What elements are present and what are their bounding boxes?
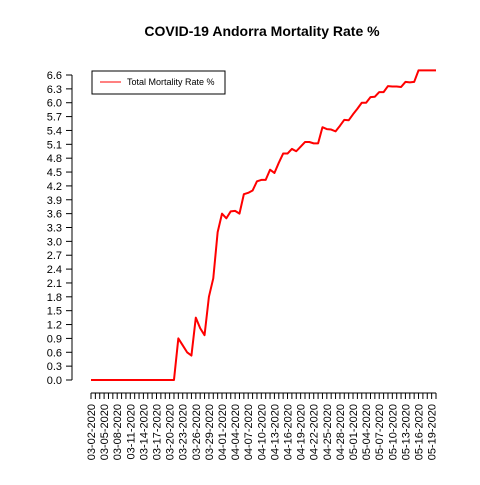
x-tick-label: 03-26-2020 bbox=[191, 404, 203, 460]
x-tick-label: 03-17-2020 bbox=[152, 404, 164, 460]
x-tick-label: 03-08-2020 bbox=[112, 404, 124, 460]
y-tick-label: 5.4 bbox=[47, 125, 62, 137]
x-tick-label: 05-19-2020 bbox=[427, 404, 439, 460]
x-tick-label: 03-20-2020 bbox=[165, 404, 177, 460]
series-line-total-mortality-rate bbox=[91, 69, 436, 381]
y-tick-label: 4.2 bbox=[47, 181, 62, 193]
x-tick-label: 04-19-2020 bbox=[296, 404, 308, 460]
chart-title: COVID-19 Andorra Mortality Rate % bbox=[144, 23, 380, 39]
x-tick-label: 04-28-2020 bbox=[335, 404, 347, 460]
x-tick-label: 05-16-2020 bbox=[414, 404, 426, 460]
x-tick-label: 03-29-2020 bbox=[204, 404, 216, 460]
x-tick-label: 03-02-2020 bbox=[86, 404, 98, 460]
y-tick-label: 1.5 bbox=[47, 306, 62, 318]
y-tick-label: 6.6 bbox=[47, 70, 62, 82]
y-tick-label: 3.3 bbox=[47, 223, 62, 235]
y-tick-label: 2.1 bbox=[47, 278, 62, 290]
legend-label-total-mortality-rate: Total Mortality Rate % bbox=[127, 77, 215, 87]
x-tick-label: 05-10-2020 bbox=[387, 404, 399, 460]
x-tick-label: 04-07-2020 bbox=[243, 404, 255, 460]
x-tick-label: 04-13-2020 bbox=[269, 404, 281, 460]
y-tick-label: 0.6 bbox=[47, 347, 62, 359]
x-tick-label: 03-11-2020 bbox=[125, 404, 137, 459]
legend: Total Mortality Rate % bbox=[91, 70, 226, 95]
y-tick-label: 5.7 bbox=[47, 112, 62, 124]
y-tick-label: 3.6 bbox=[47, 209, 62, 221]
y-tick-label: 5.1 bbox=[47, 139, 62, 151]
x-tick-label: 04-10-2020 bbox=[256, 404, 268, 460]
y-tick-label: 2.7 bbox=[47, 250, 62, 262]
y-tick-label: 6.0 bbox=[47, 98, 62, 110]
x-tick-label: 04-04-2020 bbox=[230, 404, 242, 460]
x-tick-label: 05-13-2020 bbox=[400, 404, 412, 460]
x-tick-label: 05-01-2020 bbox=[348, 404, 360, 460]
x-tick-label: 04-16-2020 bbox=[283, 404, 295, 460]
legend-box bbox=[91, 70, 226, 95]
y-tick-label: 6.3 bbox=[47, 84, 62, 96]
y-tick-label: 4.5 bbox=[47, 167, 62, 179]
y-tick-label: 0.9 bbox=[47, 333, 62, 345]
y-tick-label: 0.3 bbox=[47, 361, 62, 373]
x-axis: 03-02-2020 03-05-2020 03-08-2020 03-11-2020… bbox=[86, 392, 439, 460]
y-axis: 0.0 0.3 0.6 0.91.2 1.5 1.8 2.1 2.4 2.7 3.03.3 3.6 3… bbox=[47, 70, 73, 387]
x-tick-label: 04-01-2020 bbox=[217, 404, 229, 460]
x-tick-label: 03-23-2020 bbox=[178, 404, 190, 460]
y-tick-label: 1.8 bbox=[47, 292, 62, 304]
series-layer bbox=[91, 69, 436, 381]
x-tick-label: 04-22-2020 bbox=[309, 404, 321, 460]
y-tick-label: 0.0 bbox=[47, 375, 62, 387]
x-tick-label: 05-07-2020 bbox=[374, 404, 386, 460]
y-tick-label: 1.2 bbox=[47, 320, 62, 332]
y-tick-label: 4.8 bbox=[47, 153, 62, 165]
x-tick-label: 05-04-2020 bbox=[361, 404, 373, 460]
x-tick-label: 03-14-2020 bbox=[138, 404, 150, 460]
y-tick-label: 3.0 bbox=[47, 236, 62, 248]
y-tick-label: 2.4 bbox=[47, 264, 62, 276]
y-tick-label: 3.9 bbox=[47, 195, 62, 207]
x-tick-label: 04-25-2020 bbox=[322, 404, 334, 460]
x-tick-label: 03-05-2020 bbox=[99, 404, 111, 460]
